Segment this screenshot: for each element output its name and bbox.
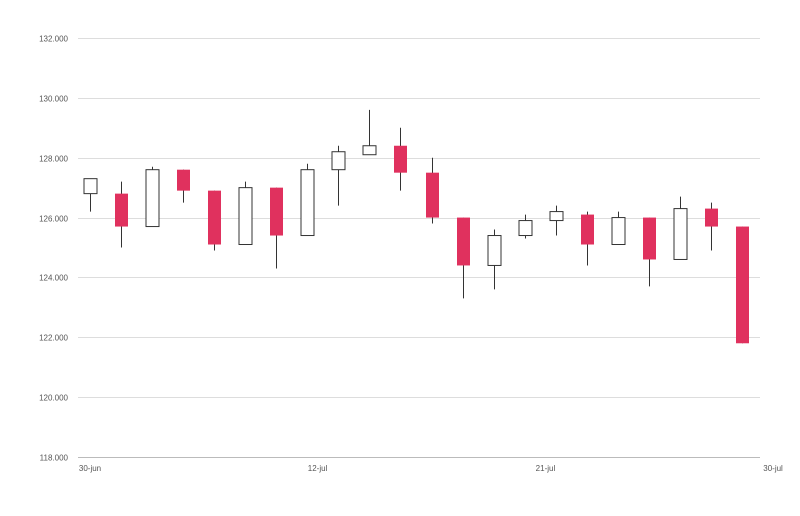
- candle: [145, 166, 160, 228]
- candle: [300, 163, 315, 237]
- y-tick-label: 122.000: [39, 334, 68, 343]
- candle: [673, 196, 688, 260]
- candle: [238, 181, 253, 246]
- candle: [83, 178, 98, 212]
- y-tick-label: 132.000: [39, 35, 68, 44]
- x-tick-label: 30-jul: [763, 464, 783, 473]
- candle-body-up: [362, 145, 377, 156]
- candle: [518, 214, 533, 239]
- x-axis-tick-labels: 30-jun 12-jul 21-jul 30-jul: [79, 464, 783, 473]
- candle: [426, 157, 439, 224]
- candle-body-up: [83, 178, 98, 195]
- y-tick-label: 130.000: [39, 95, 68, 104]
- candle-body-down: [643, 217, 656, 260]
- candle-body-up: [518, 220, 533, 237]
- candle: [270, 187, 283, 269]
- candle: [394, 127, 407, 191]
- candle-body-down: [394, 145, 407, 173]
- y-axis-tick-labels: 118.000 120.000 122.000 124.000 126.000 128.0…: [39, 35, 68, 463]
- candle-body-up: [549, 211, 564, 222]
- candle: [487, 229, 502, 290]
- candle-body-down: [736, 226, 749, 344]
- candle: [331, 145, 346, 206]
- y-tick-label: 118.000: [40, 454, 69, 463]
- candle-body-down: [705, 208, 718, 227]
- candle-body-up: [300, 169, 315, 237]
- candle: [362, 109, 377, 156]
- candle-body-down: [208, 190, 221, 245]
- candle-body-down: [177, 169, 190, 191]
- y-tick-label: 120.000: [39, 394, 68, 403]
- y-tick-label: 124.000: [39, 274, 68, 283]
- candle: [643, 217, 656, 287]
- candle-body-up: [611, 217, 626, 246]
- candle: [457, 217, 470, 299]
- candle-body-up: [238, 187, 253, 246]
- candle-body-down: [581, 214, 594, 245]
- candle: [736, 226, 749, 344]
- candle-body-down: [270, 187, 283, 236]
- candle-body-up: [145, 169, 160, 228]
- grid-lines: [78, 38, 760, 458]
- candle: [611, 211, 626, 246]
- candle: [177, 169, 190, 203]
- candle: [581, 211, 594, 266]
- x-tick-label: 30-jun: [79, 464, 101, 473]
- candle-body-down: [457, 217, 470, 266]
- candle-body-down: [115, 193, 128, 227]
- candle-body-down: [426, 172, 439, 218]
- candle: [115, 181, 128, 248]
- candle: [549, 205, 564, 236]
- y-tick-label: 126.000: [39, 215, 68, 224]
- candle: [208, 190, 221, 251]
- x-tick-label: 12-jul: [308, 464, 328, 473]
- y-tick-label: 128.000: [39, 155, 68, 164]
- candle-body-up: [331, 151, 346, 171]
- candle-body-up: [673, 208, 688, 260]
- x-tick-label: 21-jul: [536, 464, 556, 473]
- candle-body-up: [487, 235, 502, 266]
- candle: [705, 202, 718, 251]
- candles: [83, 109, 749, 344]
